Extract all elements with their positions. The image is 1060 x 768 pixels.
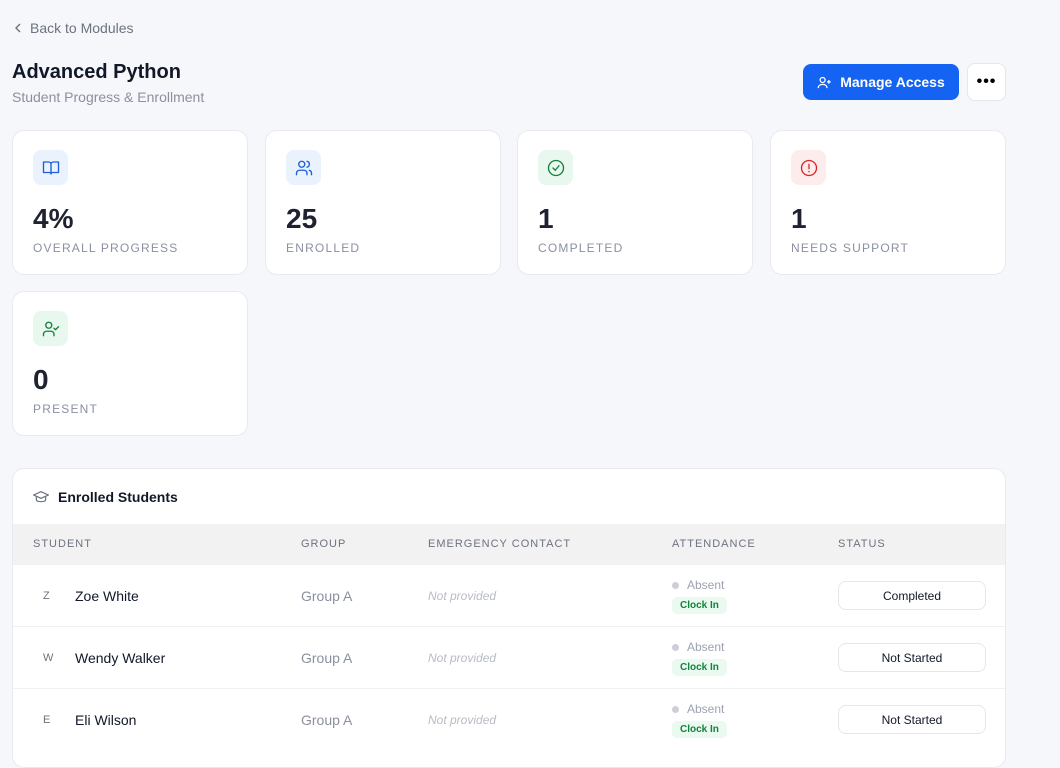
- check-circle-icon: [538, 150, 573, 185]
- page-subtitle: Student Progress & Enrollment: [12, 89, 205, 105]
- stat-label: OVERALL PROGRESS: [33, 241, 179, 255]
- back-to-modules-link[interactable]: Back to Modules: [14, 20, 134, 36]
- book-open-icon: [33, 150, 68, 185]
- emergency-contact: Not provided: [428, 651, 497, 665]
- manage-access-button[interactable]: Manage Access: [803, 64, 959, 100]
- student-name: Zoe White: [75, 588, 139, 604]
- stat-card: 4% OVERALL PROGRESS: [12, 130, 248, 275]
- stat-label: COMPLETED: [538, 241, 624, 255]
- attendance-status: Absent: [687, 640, 725, 654]
- page-title: Advanced Python: [12, 61, 181, 83]
- attendance-status: Absent: [687, 702, 725, 716]
- more-options-button[interactable]: •••: [967, 63, 1006, 101]
- column-header: GROUP: [301, 538, 347, 550]
- column-header: ATTENDANCE: [672, 538, 756, 550]
- stat-value: 1: [538, 203, 554, 234]
- stat-card: 25 ENROLLED: [265, 130, 501, 275]
- column-header: EMERGENCY CONTACT: [428, 538, 572, 550]
- enrolled-students-table: Enrolled Students STUDENT GROUP EMERGENC…: [12, 468, 1006, 768]
- clock-in-button[interactable]: Clock In: [672, 597, 727, 614]
- student-group: Group A: [301, 588, 353, 604]
- attendance-status: Absent: [687, 578, 725, 592]
- stat-value: 1: [791, 203, 807, 234]
- user-plus-icon: [817, 76, 831, 88]
- status-dot-icon: [672, 706, 679, 713]
- clock-in-button[interactable]: Clock In: [672, 659, 727, 676]
- stat-card: 1 NEEDS SUPPORT: [770, 130, 1006, 275]
- emergency-contact: Not provided: [428, 713, 497, 727]
- graduation-cap-icon: [33, 490, 49, 502]
- column-header: STUDENT: [33, 538, 92, 550]
- stat-value: 4%: [33, 203, 74, 234]
- emergency-contact: Not provided: [428, 589, 497, 603]
- stat-card: 0 PRESENT: [12, 291, 248, 436]
- status-select[interactable]: Completed: [838, 581, 986, 610]
- attendance-cell: Absent Clock In: [672, 702, 727, 738]
- clock-in-button[interactable]: Clock In: [672, 721, 727, 738]
- stat-label: NEEDS SUPPORT: [791, 241, 910, 255]
- student-name: Eli Wilson: [75, 712, 137, 728]
- avatar: W: [43, 652, 54, 664]
- stat-label: ENROLLED: [286, 241, 361, 255]
- status-select[interactable]: Not Started: [838, 643, 986, 672]
- chevron-left-icon: [15, 23, 21, 33]
- alert-circle-icon: [791, 150, 826, 185]
- table-title: Enrolled Students: [58, 488, 178, 505]
- table-row: E Eli Wilson Group A Not provided Absent…: [13, 688, 1005, 750]
- table-row: W Wendy Walker Group A Not provided Abse…: [13, 626, 1005, 688]
- attendance-cell: Absent Clock In: [672, 640, 727, 676]
- stat-value: 0: [33, 364, 49, 395]
- users-icon: [286, 150, 321, 185]
- status-dot-icon: [672, 644, 679, 651]
- student-name: Wendy Walker: [75, 650, 166, 666]
- attendance-cell: Absent Clock In: [672, 578, 727, 614]
- stat-label: PRESENT: [33, 402, 99, 416]
- student-group: Group A: [301, 712, 353, 728]
- column-header: STATUS: [838, 538, 886, 550]
- table-row: Z Zoe White Group A Not provided Absent …: [13, 564, 1005, 626]
- status-dot-icon: [672, 582, 679, 589]
- user-check-icon: [33, 311, 68, 346]
- avatar: E: [43, 714, 51, 726]
- stat-value: 25: [286, 203, 318, 234]
- table-header: STUDENT GROUP EMERGENCY CONTACT ATTENDAN…: [13, 524, 1005, 564]
- avatar: Z: [43, 590, 50, 602]
- stat-card: 1 COMPLETED: [517, 130, 753, 275]
- back-label: Back to Modules: [30, 20, 134, 36]
- student-group: Group A: [301, 650, 353, 666]
